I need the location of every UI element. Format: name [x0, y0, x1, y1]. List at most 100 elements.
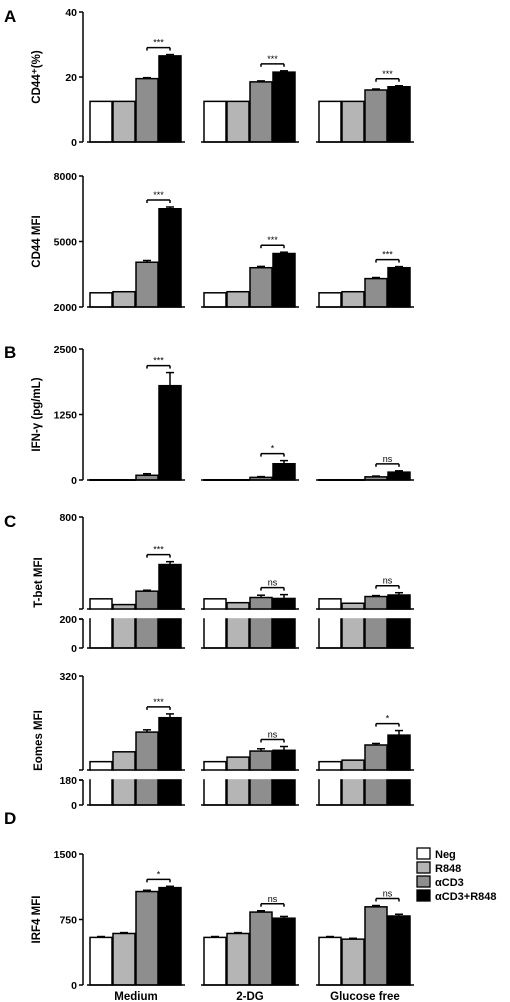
- axis-break-gap: [158, 609, 182, 619]
- bar: [135, 890, 159, 986]
- y-tick-label: 8000: [54, 171, 78, 183]
- panel-1: A CD44⁺(%) 0 20 40 *** *** ***: [4, 7, 414, 149]
- bar: [89, 292, 113, 308]
- y-tick-label: 800: [59, 512, 77, 524]
- y-axis-label: IRF4 MFI: [31, 896, 43, 944]
- bar: [318, 292, 342, 308]
- bar: [387, 915, 411, 986]
- significance-label: *: [271, 444, 275, 454]
- axis-break-gap: [249, 609, 273, 619]
- bar: [158, 55, 182, 143]
- bar: [203, 598, 227, 649]
- axis-break-gap: [226, 609, 250, 619]
- y-tick-label: 750: [59, 915, 77, 927]
- bar: [249, 81, 273, 143]
- significance-label: ***: [153, 545, 164, 555]
- axis-break-gap: [203, 609, 227, 619]
- y-tick-label: 20: [65, 72, 77, 84]
- y-axis-label: Eomes MFI: [33, 710, 45, 771]
- bar: [203, 100, 227, 143]
- bar: [203, 760, 227, 806]
- axis-break-gap: [318, 770, 342, 780]
- bar: [387, 471, 411, 481]
- significance-label: ***: [153, 190, 164, 200]
- bar: [135, 77, 159, 143]
- y-tick-label: 40: [65, 7, 77, 19]
- panel-6: D IRF4 MFI 0 750 1500 * Medium ns 2-DG ns Glucose …: [4, 809, 414, 1002]
- bar: [272, 463, 296, 481]
- bar: [226, 100, 250, 143]
- bar: [135, 261, 159, 308]
- bar: [272, 252, 296, 308]
- significance-label: ***: [153, 38, 164, 48]
- x-category-label: Glucose free: [330, 991, 400, 1002]
- bar: [249, 266, 273, 308]
- axis-break-gap: [112, 770, 136, 780]
- bar: [135, 731, 159, 806]
- y-tick-label: 200: [59, 614, 77, 626]
- bar: [341, 100, 365, 143]
- y-axis-label: T-bet MFI: [33, 557, 45, 607]
- y-tick-label: 2000: [54, 302, 78, 314]
- axis-break-gap: [387, 609, 411, 619]
- y-tick-label: 0: [71, 475, 77, 487]
- significance-label: ns: [268, 894, 278, 904]
- y-tick-label: 180: [59, 775, 77, 787]
- y-tick-label: 320: [59, 671, 77, 683]
- y-tick-label: 1500: [54, 849, 78, 861]
- bar: [226, 756, 250, 806]
- bar: [341, 290, 365, 308]
- bar: [89, 936, 113, 986]
- panel-5: Eomes MFI 0 180 320 *** ns *: [33, 671, 414, 812]
- axis-break-gap: [89, 609, 113, 619]
- bar: [226, 290, 250, 308]
- legend-swatch: [416, 847, 431, 860]
- bar: [387, 86, 411, 143]
- axis-break-gap: [158, 770, 182, 780]
- legend-label: Neg: [435, 849, 456, 861]
- legend-swatch: [416, 875, 431, 888]
- bar: [364, 906, 388, 986]
- axis-break-gap: [135, 609, 159, 619]
- y-tick-label: 0: [71, 800, 77, 812]
- significance-label: ***: [267, 235, 278, 245]
- bar: [203, 292, 227, 308]
- panel-4: C T-bet MFI 0 200 800 *** ns ns: [4, 512, 414, 655]
- axis-break-gap: [272, 609, 296, 619]
- bar: [249, 911, 273, 986]
- bar: [364, 89, 388, 143]
- legend-label: R848: [435, 863, 461, 875]
- y-tick-label: 5000: [54, 237, 78, 249]
- y-tick-label: 0: [71, 643, 77, 655]
- x-category-label: 2-DG: [236, 991, 264, 1002]
- significance-label: ***: [267, 54, 278, 64]
- significance-label: ns: [383, 889, 393, 899]
- bar: [158, 886, 182, 986]
- legend-swatch: [416, 889, 431, 902]
- bar: [112, 290, 136, 308]
- panel-letter: C: [4, 512, 16, 531]
- axis-break-gap: [318, 609, 342, 619]
- bar: [272, 917, 296, 986]
- bar: [318, 100, 342, 143]
- axis-break-gap: [272, 770, 296, 780]
- bar: [203, 936, 227, 986]
- bar: [89, 100, 113, 143]
- bar: [364, 277, 388, 308]
- axis-break-gap: [364, 770, 388, 780]
- bar: [112, 100, 136, 143]
- panel-letter: A: [4, 7, 16, 26]
- panel-letter: D: [4, 809, 16, 828]
- significance-label: ns: [383, 454, 393, 464]
- y-axis-label: CD44⁺(%): [31, 50, 43, 104]
- y-tick-label: 1250: [54, 410, 78, 422]
- bar: [387, 266, 411, 308]
- bar: [272, 597, 296, 649]
- bar: [272, 71, 296, 143]
- axis-break-gap: [203, 770, 227, 780]
- bar: [89, 598, 113, 649]
- bar: [135, 590, 159, 649]
- axis-break-gap: [364, 609, 388, 619]
